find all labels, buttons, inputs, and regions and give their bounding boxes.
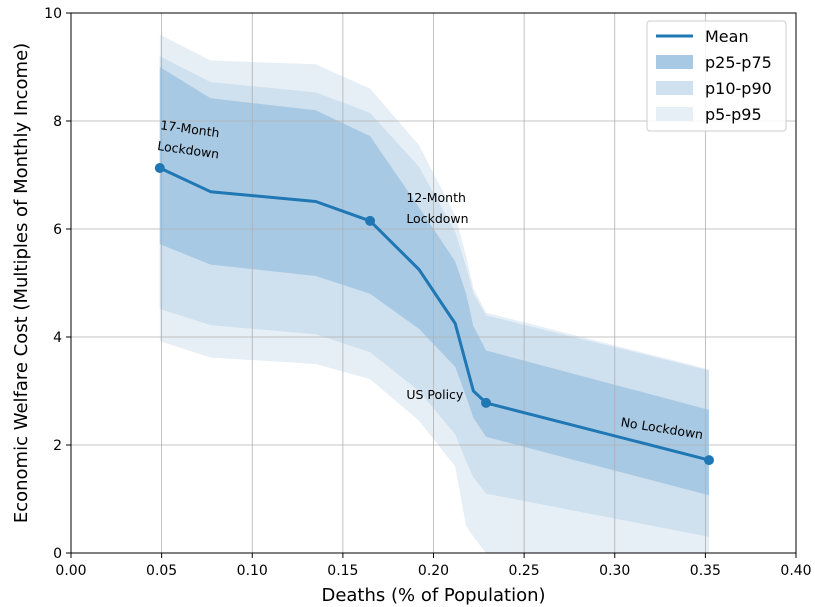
legend-label: p5-p95 xyxy=(705,105,762,124)
legend-swatch xyxy=(656,55,693,69)
legend: Mean p25-p75 p10-p90 p5-p95 xyxy=(646,20,787,132)
x-tick-label: 0.20 xyxy=(418,563,449,579)
annotation: 12-Month Lockdown xyxy=(406,190,468,226)
mean-point xyxy=(481,397,492,408)
x-tick-label: 0.40 xyxy=(780,563,811,579)
x-tick-label: 0.10 xyxy=(237,563,268,579)
band-p25-p75 xyxy=(159,67,710,496)
y-tick-label: 8 xyxy=(53,114,62,130)
mean-point xyxy=(154,162,165,173)
x-tick-label: 0.05 xyxy=(146,563,177,579)
y-axis-ticks: 0 2 4 6 8 10 xyxy=(44,6,71,562)
x-tick-label: 0.25 xyxy=(509,563,540,579)
x-axis-label: Deaths (% of Population) xyxy=(321,585,545,606)
legend-label: Mean xyxy=(705,27,749,46)
mean-line xyxy=(159,166,710,462)
x-tick-label: 0.30 xyxy=(599,563,630,579)
legend-label: p10-p90 xyxy=(705,79,772,98)
legend-label: p25-p75 xyxy=(705,53,772,72)
x-tick-label: 0.35 xyxy=(690,563,721,579)
x-axis-ticks: 0.00 0.05 0.10 0.15 0.20 0.25 0.30 0.35 0.40 xyxy=(55,553,812,579)
annotation-line: Lockdown xyxy=(406,211,468,226)
mean-point xyxy=(704,455,714,466)
x-tick-label: 0.00 xyxy=(55,563,86,579)
legend-swatch xyxy=(656,107,693,121)
legend-box xyxy=(646,20,787,132)
y-tick-label: 2 xyxy=(53,438,62,454)
legend-swatch xyxy=(656,81,693,95)
annotation-line: 12-Month xyxy=(406,190,466,205)
annotation: US Policy xyxy=(406,387,464,402)
mean-point xyxy=(365,215,376,226)
y-tick-label: 10 xyxy=(44,6,62,22)
y-axis-label: Economic Welfare Cost (Multiples of Mont… xyxy=(11,43,32,523)
y-tick-label: 6 xyxy=(53,222,62,238)
annotation-line: US Policy xyxy=(406,387,464,402)
x-tick-label: 0.15 xyxy=(327,563,358,579)
mean-series xyxy=(154,162,714,466)
y-tick-label: 0 xyxy=(53,546,62,562)
y-tick-label: 4 xyxy=(53,330,62,346)
